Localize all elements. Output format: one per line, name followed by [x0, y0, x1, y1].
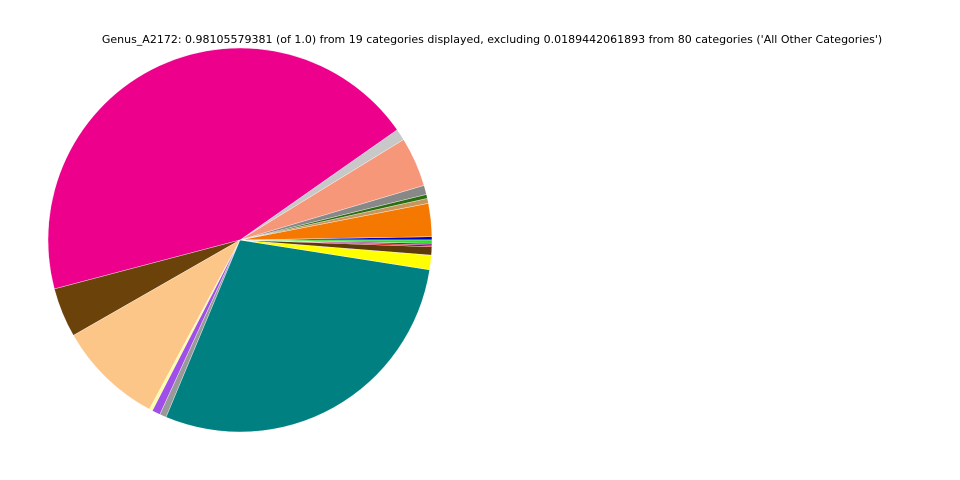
pie-slice: [47, 47, 398, 290]
pie-slice: [73, 239, 241, 410]
pie-slice: [239, 239, 433, 244]
pie-slice: [165, 239, 430, 433]
chart-title: Genus_A2172: 0.98105579381 (of 1.0) from…: [102, 33, 882, 46]
